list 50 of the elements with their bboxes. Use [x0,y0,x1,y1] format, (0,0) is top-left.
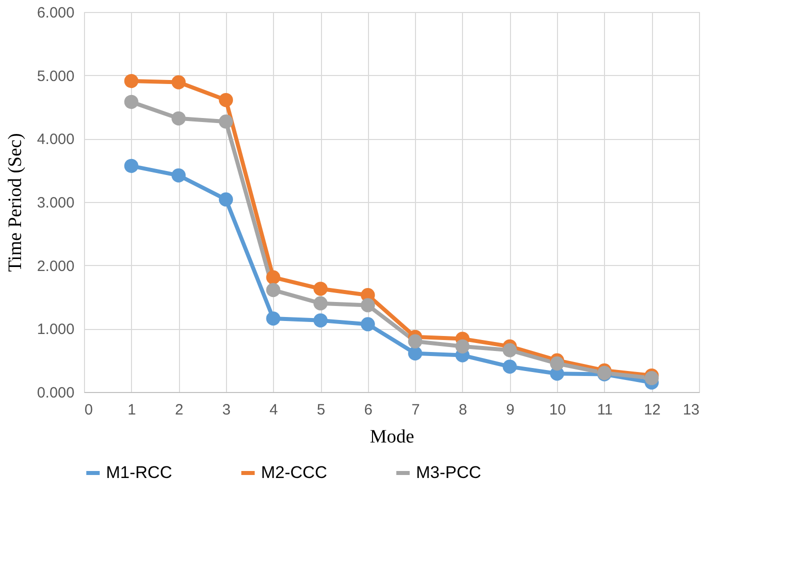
point [266,270,280,284]
point [502,360,517,374]
x-axis-title: Mode [370,426,414,448]
point [124,158,138,173]
point [408,334,422,348]
x-tick-label: 4 [270,402,278,418]
x-tick-label: 7 [411,402,420,418]
point [124,74,138,88]
x-tick-label: 3 [222,402,231,418]
y-tick-label: 2.000 [36,258,74,275]
point [172,168,186,182]
y-tick-label: 6.000 [36,4,74,22]
point [360,298,375,312]
point [502,343,517,358]
point [266,311,280,326]
point [266,282,280,298]
x-tick-label: 10 [549,402,566,418]
point [218,114,233,129]
x-tick-label: 8 [458,402,468,418]
point [172,111,186,126]
legend-label: M1-RCC [106,463,172,482]
point [550,356,564,371]
legend-label: M2-CCC [261,463,328,482]
y-tick-label: 1.000 [36,321,74,338]
point [313,282,328,296]
point [124,94,138,109]
x-tick-label: 2 [174,402,184,418]
x-tick-label: 1 [128,402,136,418]
x-tick-label: 5 [316,402,326,418]
y-tick-label: 3.000 [36,194,74,212]
point [218,192,233,207]
point [644,371,659,386]
point [408,346,422,360]
point [455,339,470,354]
legend-label: M3-PCC [416,463,482,482]
x-tick-label: 13 [682,402,700,418]
point [360,317,375,332]
y-tick-label: 5.000 [36,68,74,85]
x-tick-label: 11 [597,402,613,418]
y-tick-label: 0.000 [36,384,74,402]
x-tick-label: 9 [506,402,514,418]
point [172,75,186,90]
x-tick-label: 12 [644,402,661,418]
y-tick-label: 4.000 [36,131,74,148]
x-tick-label: 0 [84,402,93,418]
x-tick-label: 6 [364,402,373,418]
point [313,313,328,328]
point [313,296,328,310]
y-axis-title: Time Period (Sec) [4,133,26,272]
point [218,92,233,108]
